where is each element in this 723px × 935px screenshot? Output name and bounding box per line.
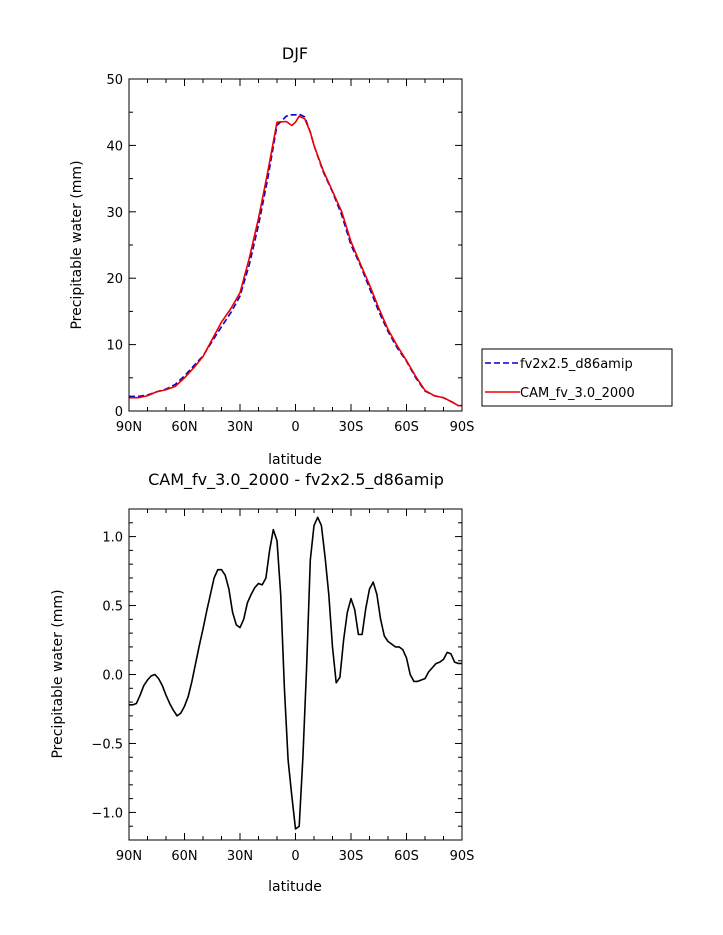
chart-difference: CAM_fv_3.0_2000 - fv2x2.5_d86amip 90N 60N… xyxy=(50,470,474,895)
y-tick-label: 10 xyxy=(106,339,123,354)
x-tick-label: 0 xyxy=(291,849,299,864)
y-tick-label: 0 xyxy=(115,405,123,420)
chart-title: CAM_fv_3.0_2000 - fv2x2.5_d86amip xyxy=(148,470,444,490)
legend: fv2x2.5_d86amip CAM_fv_3.0_2000 xyxy=(481,348,673,407)
x-tick-label: 30S xyxy=(339,849,364,864)
y-tick-label: 20 xyxy=(106,272,123,287)
x-tick-label: 30S xyxy=(339,420,364,435)
x-tick-label: 60S xyxy=(394,420,419,435)
chart-djf: DJF 90N 60N 30N 0 30S 60S 90S 0 10 20 30 40 50 latit… xyxy=(69,44,673,468)
x-tick-label: 60N xyxy=(171,420,197,435)
tick-label-group: 90N 60N 30N 0 30S 60S 90S 1.0 0.5 0.0 −0.5 −1.0 xyxy=(91,531,474,864)
x-tick-label: 90N xyxy=(116,420,142,435)
y-tick-label: 0.5 xyxy=(102,600,123,615)
y-tick-label: −0.5 xyxy=(91,737,123,752)
x-tick-label: 90N xyxy=(116,849,142,864)
x-tick-label: 90S xyxy=(450,849,475,864)
x-axis-label: latitude xyxy=(268,879,322,895)
series-layer xyxy=(129,516,462,830)
x-tick-label: 30N xyxy=(227,420,253,435)
x-tick-label: 90S xyxy=(450,420,475,435)
y-axis-label: Precipitable water (mm) xyxy=(50,589,66,758)
series-line-difference xyxy=(129,516,462,830)
tick-label-group: 90N 60N 30N 0 30S 60S 90S 0 10 20 30 40 50 xyxy=(106,73,474,435)
y-tick-label: −1.0 xyxy=(91,806,123,821)
x-tick-label: 60N xyxy=(171,849,197,864)
tick-group xyxy=(128,78,463,412)
x-tick-label: 60S xyxy=(394,849,419,864)
plot-frame xyxy=(128,78,463,412)
series-line-CAM-fv-3-0-2000 xyxy=(129,115,462,407)
x-axis-label: latitude xyxy=(268,452,322,468)
series-layer xyxy=(129,113,462,407)
tick-group xyxy=(128,508,463,840)
x-tick-label: 0 xyxy=(291,420,299,435)
y-axis-label: Precipitable water (mm) xyxy=(69,160,85,329)
legend-box xyxy=(481,348,673,407)
chart-title: DJF xyxy=(282,44,308,63)
legend-entry-cam: CAM_fv_3.0_2000 xyxy=(520,386,635,401)
x-tick-label: 30N xyxy=(227,849,253,864)
y-tick-label: 40 xyxy=(106,139,123,154)
plot-frame xyxy=(128,508,463,841)
y-tick-label: 0.0 xyxy=(102,669,123,684)
series-line-fv2x2-5-d86amip xyxy=(129,113,462,407)
y-tick-label: 50 xyxy=(106,73,123,88)
y-tick-label: 1.0 xyxy=(102,531,123,546)
y-tick-label: 30 xyxy=(106,206,123,221)
legend-entry-fv2x2.5: fv2x2.5_d86amip xyxy=(520,357,633,372)
